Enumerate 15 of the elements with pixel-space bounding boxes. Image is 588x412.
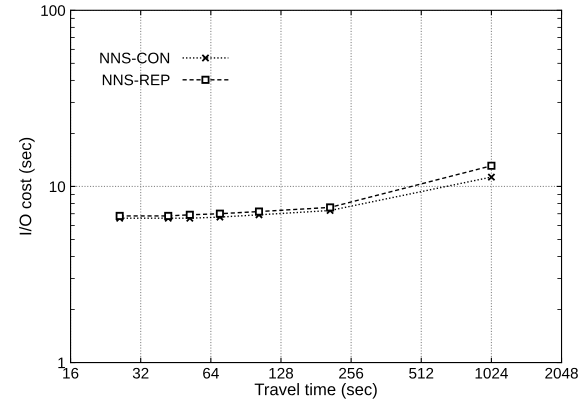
legend-label: NNS-CON <box>100 52 170 64</box>
x-tick-label: 1024 <box>476 368 508 379</box>
y-tick-label: 10 <box>50 181 66 192</box>
y-tick-label: 100 <box>41 5 66 16</box>
x-tick-label: 32 <box>132 368 148 379</box>
x-tick-label: 2048 <box>545 368 578 379</box>
x-tick-label: 128 <box>269 368 294 379</box>
y-axis-title: I/O cost (sec) <box>19 138 35 234</box>
legend-label: NNS-REP <box>102 74 170 86</box>
x-axis-title: Travel time (sec) <box>254 383 377 399</box>
y-tick-label: 1 <box>58 358 65 368</box>
x-tick-label: 64 <box>203 368 219 379</box>
x-tick-label: 512 <box>409 368 434 379</box>
x-tick-label: 256 <box>339 368 364 379</box>
x-tick-label: 16 <box>63 368 78 379</box>
